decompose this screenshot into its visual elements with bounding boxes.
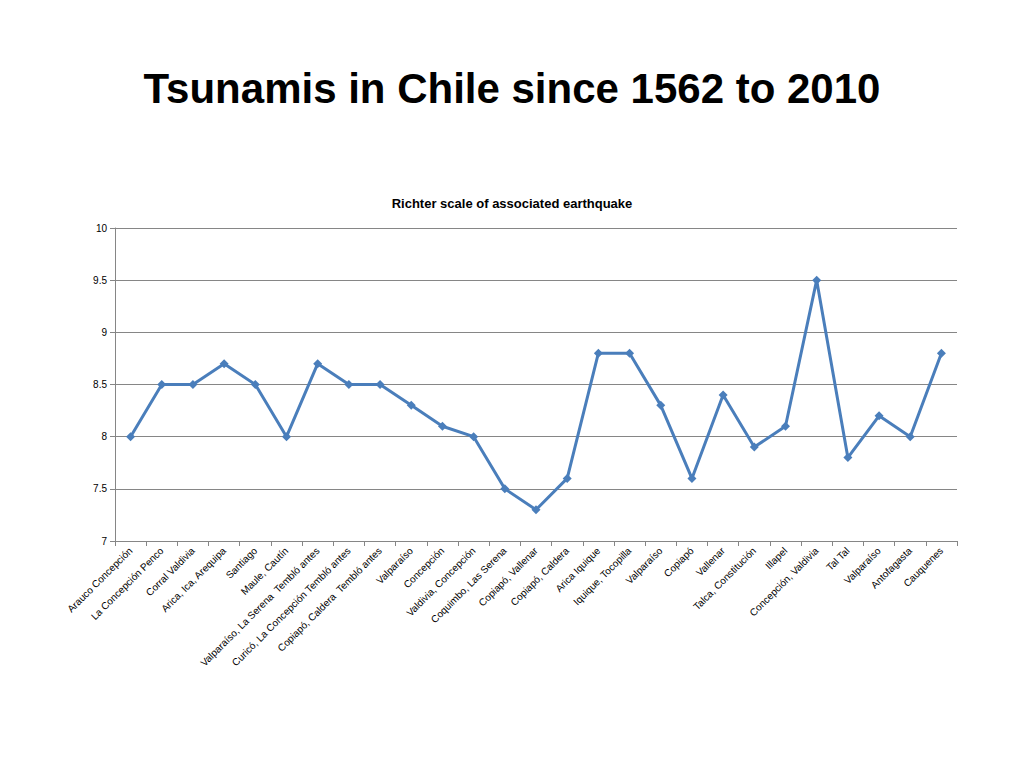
svg-text:10: 10 (96, 223, 108, 234)
svg-text:Corral Valdivia: Corral Valdivia (143, 545, 197, 599)
svg-text:Cauquenes: Cauquenes (901, 545, 945, 589)
svg-text:La Concepción Penco: La Concepción Penco (88, 545, 166, 622)
svg-text:Talca, Constitución: Talca, Constitución (691, 545, 758, 612)
svg-text:Coquimbo, Las Serena: Coquimbo, Las Serena (428, 545, 509, 626)
svg-text:7: 7 (101, 536, 107, 547)
svg-text:Maule, Cautín: Maule, Cautín (238, 545, 291, 597)
svg-text:Concepción: Concepción (401, 545, 447, 591)
svg-text:Copiapó, Caldera: Copiapó, Caldera (508, 545, 572, 608)
svg-text:Vallenar: Vallenar (693, 545, 727, 579)
svg-text:Iquique, Tocopilla: Iquique, Tocopilla (571, 545, 634, 608)
svg-text:Copiapó, Caldera Tembló antes: Copiapó, Caldera Tembló antes (275, 545, 384, 654)
svg-text:Copiapó: Copiapó (662, 545, 696, 579)
svg-text:8: 8 (101, 431, 107, 442)
svg-text:Arica Iquique: Arica Iquique (553, 545, 603, 595)
svg-text:Curicó, La Concepción Tembló a: Curicó, La Concepción Tembló antes (230, 545, 353, 668)
svg-text:Valdivia, Concepción: Valdivia, Concepción (404, 545, 478, 619)
svg-text:7.5: 7.5 (93, 483, 107, 494)
svg-text:9: 9 (101, 327, 107, 338)
svg-text:Valparaíso: Valparaíso (374, 545, 416, 587)
svg-text:Richter scale of associated ea: Richter scale of associated earthquake (392, 196, 633, 211)
svg-text:Valparaíso: Valparaíso (624, 545, 665, 586)
svg-text:Illapel: Illapel (763, 545, 789, 571)
svg-text:Valparaíso, La Serena Tembló: Valparaíso, La Serena Tembló antes (198, 545, 321, 668)
svg-text:9.5: 9.5 (93, 275, 107, 286)
svg-text:Antofagasta: Antofagasta (868, 545, 915, 591)
svg-text:Tsunamis in Chile since 1562 t: Tsunamis in Chile since 1562 to 2010 (144, 65, 881, 112)
svg-text:Santiago: Santiago (223, 545, 260, 581)
svg-text:Copiapó, Vallenar: Copiapó, Vallenar (476, 545, 540, 609)
svg-text:Tal Tal: Tal Tal (824, 545, 852, 573)
svg-text:Arica, Ica, Arequipa: Arica, Ica, Arequipa (159, 545, 228, 614)
svg-text:8.5: 8.5 (93, 379, 107, 390)
svg-text:Arauco Concepción: Arauco Concepción (65, 545, 135, 615)
svg-text:Concepción, Valdivia: Concepción, Valdivia (747, 545, 821, 619)
svg-text:Valparaíso: Valparaíso (841, 545, 883, 587)
